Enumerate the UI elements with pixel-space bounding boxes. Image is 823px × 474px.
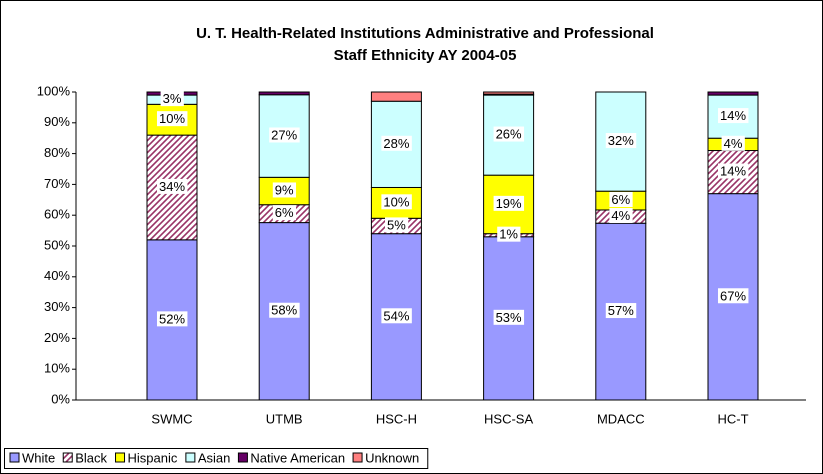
data-label-box (493, 195, 525, 211)
data-label: 10% (159, 111, 185, 126)
data-label-box (605, 133, 637, 149)
data-label: 6% (611, 192, 630, 207)
legend-label: Native American (250, 450, 345, 465)
data-label: 6% (275, 205, 294, 220)
data-label: 27% (271, 127, 297, 142)
y-tick-label: 80% (44, 145, 70, 160)
data-label-box (605, 303, 637, 319)
data-label-box (156, 311, 188, 327)
bar-segment (370, 91, 422, 102)
data-label: 5% (387, 217, 406, 232)
bar-segment (483, 91, 535, 95)
data-label: 28% (383, 136, 409, 151)
data-label: 26% (496, 127, 522, 142)
bar-segment (707, 91, 759, 96)
data-label-box (493, 126, 525, 142)
y-tick-label: 10% (44, 361, 70, 376)
data-label-box (160, 91, 184, 107)
x-tick-label: HC-T (717, 411, 748, 426)
y-tick-label: 50% (44, 237, 70, 252)
bar-segment (595, 91, 647, 192)
y-tick-label: 20% (44, 330, 70, 345)
chart-title: U. T. Health-Related Institutions Admini… (196, 25, 654, 42)
x-tick-label: UTMB (266, 411, 303, 426)
data-label-box (381, 194, 412, 210)
legend-label: White (22, 450, 55, 465)
data-label-box (269, 127, 300, 143)
data-label-box (609, 192, 633, 208)
data-label: 54% (383, 308, 409, 323)
legend-box (4, 448, 429, 469)
data-label: 19% (496, 196, 522, 211)
data-label: 52% (159, 311, 185, 326)
chart-title: Staff Ethnicity AY 2004-05 (334, 47, 517, 64)
data-label-box (381, 308, 412, 324)
data-label-box (385, 217, 409, 233)
legend-label: Unknown (365, 450, 419, 465)
legend-label: Hispanic (128, 450, 178, 465)
x-tick-label: SWMC (151, 411, 192, 426)
data-label-box (156, 111, 188, 127)
y-tick-label: 70% (44, 176, 70, 191)
legend-swatch (115, 452, 126, 463)
data-label: 10% (383, 194, 409, 209)
x-tick-label: MDACC (597, 411, 645, 426)
data-label-box (717, 163, 749, 179)
data-label: 58% (271, 303, 297, 318)
data-label: 57% (608, 303, 634, 318)
legend-swatch (9, 452, 20, 463)
data-label-box (493, 309, 525, 325)
data-label-box (156, 178, 188, 194)
data-label: 34% (159, 179, 185, 194)
legend-label: Black (75, 450, 107, 465)
data-label-box (497, 226, 521, 242)
data-label-box (717, 108, 749, 124)
y-tick-label: 40% (44, 268, 70, 283)
data-label: 67% (720, 288, 746, 303)
y-tick-label: 100% (37, 83, 71, 98)
x-tick-label: HSC-H (376, 411, 417, 426)
data-label-box (721, 135, 745, 151)
data-label-box (269, 302, 300, 318)
legend-swatch (237, 452, 248, 463)
bar-segment (707, 150, 759, 195)
data-label: 1% (499, 227, 518, 242)
data-label-box (272, 205, 297, 221)
data-label: 32% (608, 133, 634, 148)
legend-swatch (185, 452, 196, 463)
data-label: 3% (163, 91, 182, 106)
legend-label: Asian (198, 450, 231, 465)
y-tick-label: 60% (44, 207, 70, 222)
data-label: 14% (720, 108, 746, 123)
x-tick-label: HSC-SA (484, 411, 533, 426)
legend-swatch (352, 452, 363, 463)
data-label-box (381, 135, 412, 151)
data-label: 14% (720, 164, 746, 179)
data-label: 4% (611, 208, 630, 223)
data-label-box (717, 288, 749, 304)
data-label: 9% (275, 182, 294, 197)
data-label: 4% (724, 136, 743, 151)
y-tick-label: 0% (51, 391, 70, 406)
y-tick-label: 30% (44, 299, 70, 314)
data-label-box (609, 208, 633, 224)
bar-segment (258, 91, 310, 96)
data-label-box (272, 182, 297, 198)
legend-swatch (62, 452, 73, 463)
data-label: 53% (496, 310, 522, 325)
y-tick-label: 90% (44, 114, 70, 129)
